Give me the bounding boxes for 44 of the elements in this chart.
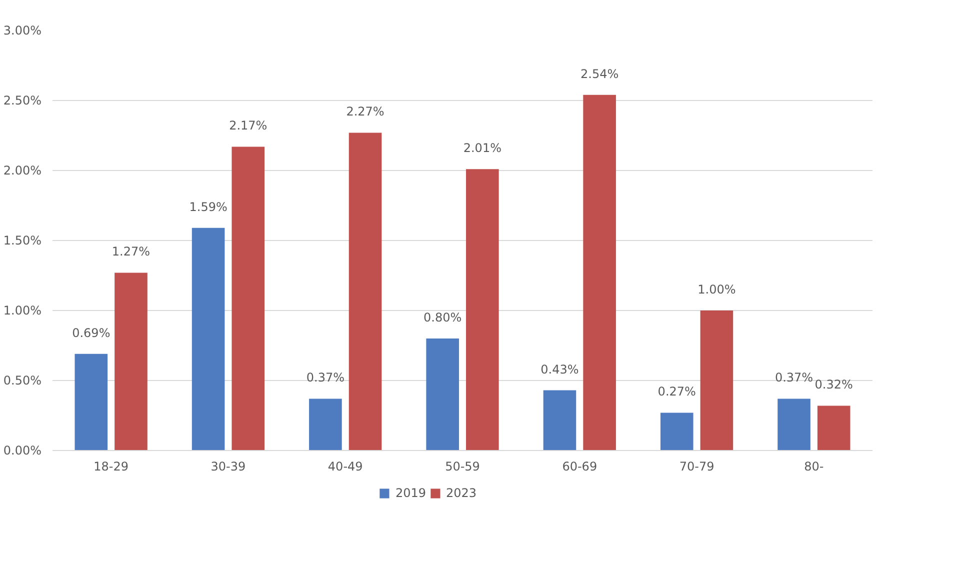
data-label: 2.17% (229, 118, 268, 133)
bar (426, 338, 459, 450)
bar (466, 169, 499, 450)
x-tick-label: 50-59 (445, 460, 480, 474)
x-tick-label: 60-69 (562, 460, 598, 474)
data-label: 0.80% (424, 310, 462, 324)
data-label: 0.37% (774, 370, 814, 385)
y-tick-label: 3.00% (3, 24, 42, 38)
legend-label: 2023 (446, 486, 477, 500)
data-label: 1.00% (698, 282, 736, 296)
data-label: 2.27% (346, 104, 384, 119)
x-tick-label: 18-29 (94, 460, 129, 474)
y-tick-label: 1.00% (3, 304, 42, 318)
data-label: 0.37% (306, 370, 345, 385)
data-label: 0.32% (814, 378, 853, 392)
bar (543, 390, 576, 450)
y-tick-label: 0.00% (3, 444, 42, 458)
bar (232, 146, 265, 450)
x-tick-label: 30-39 (210, 460, 246, 474)
bar (74, 354, 108, 450)
bar (114, 272, 148, 450)
bar (778, 398, 810, 450)
bar (660, 412, 694, 450)
bar (309, 398, 342, 450)
x-tick-label: 70-79 (679, 460, 714, 474)
y-tick-label: 2.50% (3, 94, 42, 108)
bar (192, 228, 225, 450)
data-label: 2.54% (580, 66, 619, 81)
y-tick-label: 2.00% (3, 164, 42, 178)
bar (700, 310, 734, 450)
bar (817, 406, 850, 450)
data-label: 0.69% (72, 326, 110, 340)
data-label: 1.27% (112, 244, 150, 259)
bar (583, 94, 616, 450)
data-label: 0.43% (540, 362, 579, 376)
x-tick-label: 80- (804, 460, 824, 474)
y-tick-label: 1.50% (3, 234, 42, 248)
x-tick-label: 40-49 (328, 460, 363, 474)
data-label: 1.59% (189, 200, 228, 214)
legend-label: 2019 (395, 486, 426, 500)
y-tick-label: 0.50% (3, 374, 42, 388)
bar (348, 132, 382, 450)
data-label: 0.27% (658, 384, 696, 399)
data-label: 2.01% (463, 141, 502, 156)
